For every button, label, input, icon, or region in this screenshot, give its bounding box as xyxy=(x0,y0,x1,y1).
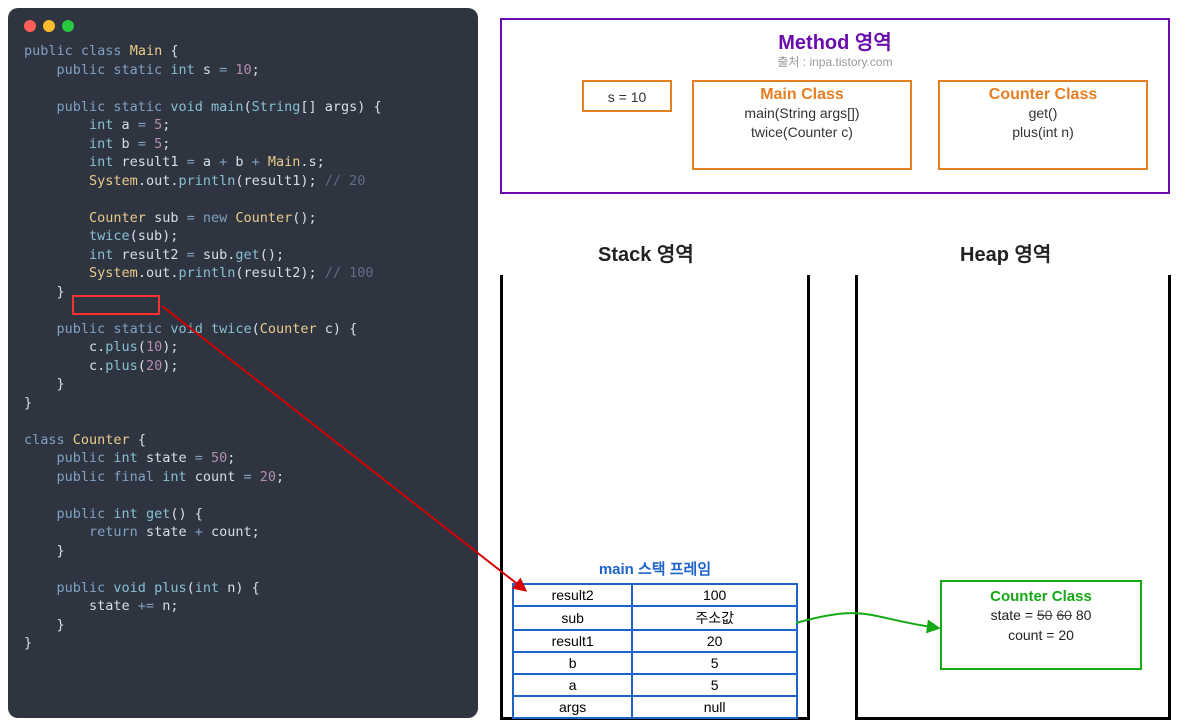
heap-object-box: Counter Class state = 50 60 80 count = 2… xyxy=(940,580,1142,670)
source-label: 출처 : inpa.tistory.com xyxy=(514,53,1156,70)
static-field-value: s = 10 xyxy=(592,88,662,107)
heap-object-title: Counter Class xyxy=(948,588,1134,605)
stack-var-value: 100 xyxy=(632,584,797,606)
stack-frame-title: main 스택 프레임 xyxy=(512,558,798,583)
state-old2: 60 xyxy=(1056,607,1072,623)
main-class-line2: twice(Counter c) xyxy=(702,123,902,142)
stack-var-value: 20 xyxy=(632,630,797,652)
stack-var-name: result1 xyxy=(513,630,632,652)
heap-count-line: count = 20 xyxy=(948,625,1134,645)
counter-class-title: Counter Class xyxy=(948,86,1138,104)
stack-var-name: a xyxy=(513,674,632,696)
maximize-icon xyxy=(62,20,74,32)
code-content: public class Main { public static int s … xyxy=(24,42,462,653)
heap-area-title: Heap 영역 xyxy=(960,238,1051,267)
stack-frame-table: result2100sub주소값result120b5a5argsnull xyxy=(512,583,798,719)
table-row: sub주소값 xyxy=(513,606,797,630)
close-icon xyxy=(24,20,36,32)
state-old1: 50 xyxy=(1037,607,1053,623)
code-panel: public class Main { public static int s … xyxy=(8,8,478,718)
main-class-box: Main Class main(String args[]) twice(Cou… xyxy=(692,80,912,170)
stack-var-value: 5 xyxy=(632,652,797,674)
state-final: 80 xyxy=(1076,607,1092,623)
main-class-title: Main Class xyxy=(702,86,902,104)
stack-var-value: 5 xyxy=(632,674,797,696)
window-dots xyxy=(24,20,462,32)
table-row: argsnull xyxy=(513,696,797,718)
table-row: b5 xyxy=(513,652,797,674)
counter-class-line2: plus(int n) xyxy=(948,123,1138,142)
table-row: result2100 xyxy=(513,584,797,606)
stack-var-name: sub xyxy=(513,606,632,630)
stack-frame: main 스택 프레임 result2100sub주소값result120b5a… xyxy=(512,558,798,719)
counter-class-line1: get() xyxy=(948,104,1138,123)
stack-var-value: null xyxy=(632,696,797,718)
stack-var-name: b xyxy=(513,652,632,674)
minimize-icon xyxy=(43,20,55,32)
counter-class-box: Counter Class get() plus(int n) xyxy=(938,80,1148,170)
main-class-line1: main(String args[]) xyxy=(702,104,902,123)
stack-area-title: Stack 영역 xyxy=(598,238,694,267)
stack-var-value: 주소값 xyxy=(632,606,797,630)
heap-state-line: state = 50 60 80 xyxy=(948,605,1134,625)
table-row: result120 xyxy=(513,630,797,652)
stack-var-name: result2 xyxy=(513,584,632,606)
static-field-box: s = 10 xyxy=(582,80,672,112)
table-row: a5 xyxy=(513,674,797,696)
stack-var-name: args xyxy=(513,696,632,718)
method-area-title: Method 영역 xyxy=(514,26,1156,55)
